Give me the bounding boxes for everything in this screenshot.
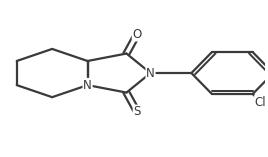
Text: Cl: Cl xyxy=(255,95,266,108)
Text: O: O xyxy=(132,28,142,41)
Text: S: S xyxy=(133,105,141,118)
Text: N: N xyxy=(83,79,92,92)
Text: N: N xyxy=(146,67,155,80)
